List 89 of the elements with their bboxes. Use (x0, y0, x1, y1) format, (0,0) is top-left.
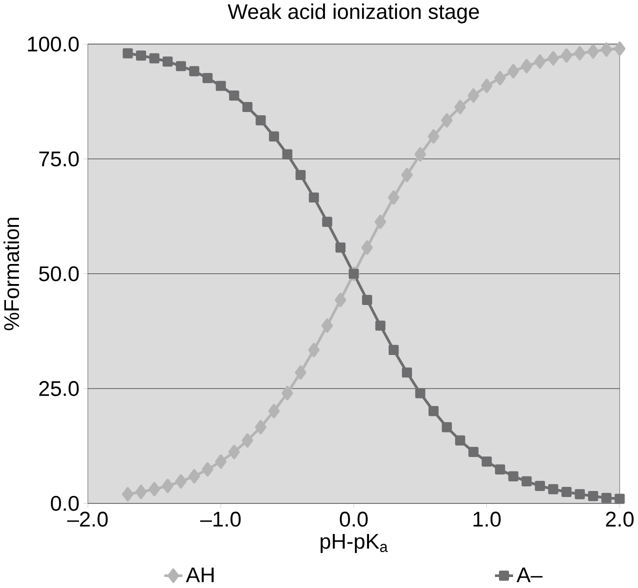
point (149, 53, 160, 64)
point (520, 58, 532, 74)
point (282, 386, 294, 400)
point (122, 48, 133, 58)
point (482, 456, 492, 467)
x-tick-label: 2.0 (606, 512, 634, 527)
point (388, 190, 400, 205)
point (561, 486, 572, 497)
point (362, 294, 372, 305)
point (548, 51, 559, 66)
chart-title: Weak acid ionization stage (228, 4, 479, 24)
point (574, 489, 585, 500)
point (229, 90, 240, 101)
point (374, 214, 386, 230)
point (455, 435, 466, 446)
point (255, 420, 266, 434)
point (308, 342, 320, 358)
point (335, 242, 346, 253)
y-tick-label: 100.0 (28, 36, 79, 52)
point (494, 70, 506, 86)
point (614, 494, 625, 504)
point (228, 444, 240, 460)
point (136, 50, 146, 61)
point (441, 113, 453, 128)
point (481, 78, 492, 94)
point (322, 216, 332, 227)
point (294, 365, 306, 380)
point (468, 446, 478, 457)
point (189, 66, 200, 76)
point (508, 64, 520, 78)
x-tick-label: 0.0 (340, 512, 368, 527)
point (175, 474, 187, 489)
point (256, 115, 266, 126)
point (601, 492, 612, 503)
point (588, 490, 598, 502)
point (188, 469, 200, 484)
point (508, 471, 518, 482)
point (321, 318, 333, 333)
point (122, 487, 134, 502)
y-tick-label: 75.0 (39, 151, 79, 166)
point (202, 462, 214, 477)
legend-label: AH (186, 568, 214, 582)
point (600, 42, 612, 57)
point (216, 80, 226, 91)
y-axis-title: %Formation (4, 218, 20, 330)
point (162, 56, 173, 67)
point (375, 320, 386, 331)
x-tick-label: –2.0 (67, 512, 108, 527)
point (574, 46, 586, 60)
point (296, 170, 306, 180)
point (282, 149, 292, 160)
point (268, 404, 280, 418)
x-tick-label: 1.0 (474, 512, 501, 527)
point (361, 240, 373, 255)
point (401, 168, 413, 182)
x-axis-title: pH-pK$_{a}$ (320, 534, 388, 554)
point (428, 406, 439, 416)
point (442, 422, 452, 432)
point (176, 61, 186, 72)
y-tick-label: 25.0 (39, 381, 79, 396)
point (268, 131, 280, 142)
legend-label: A– (516, 568, 542, 582)
point (308, 192, 319, 203)
point (215, 454, 227, 469)
point (468, 88, 480, 103)
point (534, 480, 545, 491)
point (414, 147, 426, 162)
point (428, 129, 440, 144)
point (560, 48, 572, 63)
point (402, 367, 412, 378)
point (548, 484, 558, 494)
point (494, 464, 506, 474)
x-tick-label: –1.0 (200, 512, 241, 527)
point (522, 476, 532, 486)
point (242, 433, 254, 448)
y-tick-label: 50.0 (39, 266, 79, 282)
point (415, 388, 426, 398)
y-tick-label: 0.0 (50, 496, 79, 511)
point (534, 54, 546, 69)
point (162, 478, 174, 494)
point (242, 102, 252, 112)
point (135, 484, 147, 500)
point (334, 292, 346, 308)
point (454, 100, 466, 114)
point (202, 73, 213, 84)
point (614, 42, 626, 56)
point (148, 482, 160, 496)
point (587, 44, 599, 59)
point (388, 344, 399, 356)
